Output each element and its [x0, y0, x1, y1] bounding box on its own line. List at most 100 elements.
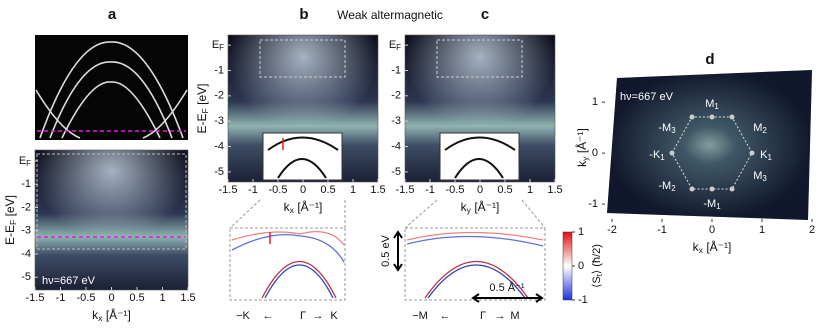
x-tick-label: 0	[709, 224, 715, 236]
k-point	[669, 150, 675, 156]
k-point-label: M3	[753, 170, 767, 183]
y-tick-label: -4	[21, 248, 31, 260]
text-part: F	[396, 43, 401, 52]
y-tick-label: -2	[391, 90, 401, 102]
fermi-surface	[607, 70, 812, 220]
x-tick-label: 1	[759, 224, 765, 236]
y-tick-label: -1	[21, 178, 31, 190]
text-part: 1	[714, 102, 719, 111]
text-part: E-E	[195, 113, 209, 133]
inset	[262, 132, 343, 181]
y-tick-label: 0	[592, 147, 598, 159]
x-tick-label: 1	[527, 184, 533, 196]
zoom-box	[436, 39, 523, 78]
path-label: →	[495, 310, 506, 322]
panel-label: b	[299, 6, 308, 23]
k-point	[689, 186, 695, 192]
colorbar-tick-label: 0	[578, 260, 584, 272]
text-part: 2	[671, 184, 675, 193]
text-part: E	[19, 155, 26, 167]
x-tick-label: 1	[350, 184, 356, 196]
text-part: 2	[762, 126, 766, 135]
text-part: E	[212, 39, 219, 51]
y-tick-label: -1	[391, 64, 401, 76]
text-part: 1	[716, 202, 721, 211]
text-part: y	[580, 156, 590, 161]
text-part: F	[8, 220, 18, 225]
x-tick-label: 0.5	[320, 184, 335, 196]
y-tick-label: -1	[588, 198, 598, 210]
path-label: Γ	[480, 310, 486, 322]
text-part: [Å⁻¹]	[471, 199, 499, 214]
text-part: F	[26, 159, 31, 168]
colorbar-label: ⟨St⟩ (ħ/2)	[591, 244, 604, 288]
y-tick-label: EF	[212, 39, 224, 52]
text-part: 3	[671, 126, 676, 135]
x-tick-label: 1.5	[180, 292, 195, 304]
image	[35, 35, 188, 140]
k-point-label: -M1	[703, 198, 721, 211]
path-label: Γ	[300, 310, 306, 322]
y-tick-label: -3	[21, 225, 31, 237]
text-part: M	[753, 122, 762, 134]
annotation: hν=667 eV	[42, 275, 96, 287]
text-part: x	[699, 245, 704, 255]
text-part: [eV]	[195, 84, 209, 109]
bands	[35, 41, 188, 139]
y-tick-label: EF	[19, 155, 31, 168]
text-part: 1	[767, 153, 772, 162]
y-tick-label: -4	[214, 140, 224, 152]
path-label: ←	[440, 310, 451, 322]
x-tick-label: 0	[300, 184, 306, 196]
k-point	[689, 114, 695, 120]
y-axis-label: E-EF [eV]	[195, 84, 210, 134]
y-tick-label: -5	[214, 166, 224, 178]
y-axis-label: E-EF [eV]	[3, 195, 18, 245]
text-part: k	[284, 200, 291, 214]
k-point-label: M1	[705, 98, 719, 111]
annotation: hν=667 eV	[620, 91, 674, 103]
y-tick-label: -3	[391, 115, 401, 127]
text-part: [Å⁻¹]	[703, 239, 731, 254]
text-part: 1	[660, 153, 665, 162]
y-tick-label: -3	[214, 115, 224, 127]
x-tick-label: -1.5	[219, 184, 238, 196]
figure-title: Weak altermagnetic	[337, 8, 443, 22]
scale-label: 0.5 eV	[380, 234, 392, 266]
image-shade	[607, 70, 812, 220]
colorbar	[562, 231, 573, 301]
panel-label: c	[481, 6, 489, 23]
text-part: 3	[762, 174, 767, 183]
x-tick-label: -0.5	[446, 184, 465, 196]
x-tick-label: 1	[159, 292, 165, 304]
text-part: k	[461, 200, 468, 214]
x-tick-label: 2	[809, 224, 815, 236]
path-label: ←	[263, 310, 274, 322]
text-part: k	[92, 308, 99, 322]
path-label: −K	[236, 310, 250, 322]
text-part: F	[219, 43, 224, 52]
text-part: [Å⁻¹]	[102, 307, 130, 322]
k-point-label: -K1	[649, 149, 665, 162]
x-tick-label: 0	[477, 184, 483, 196]
k-point	[749, 150, 755, 156]
colorbar-tick-label: 1	[578, 226, 584, 238]
y-tick-label: -5	[21, 271, 31, 283]
text-part: [eV]	[3, 195, 17, 220]
x-tick-label: -1	[248, 184, 258, 196]
path-label: −M	[412, 310, 428, 322]
text-part: -M	[658, 180, 671, 192]
k-point	[729, 186, 735, 192]
inset-bands	[267, 136, 516, 179]
x-tick-label: -1	[425, 184, 435, 196]
x-tick-label: 1.5	[370, 184, 385, 196]
arrow-heads	[393, 230, 403, 272]
text-part: -K	[649, 149, 661, 161]
text-part: [Å⁻¹]	[574, 128, 589, 156]
y-tick-label: -5	[391, 166, 401, 178]
x-tick-label: -2	[607, 224, 617, 236]
x-tick-label: -1	[657, 224, 667, 236]
panel-label: a	[108, 6, 117, 23]
y-axis-label: ky [Å⁻¹]	[574, 128, 590, 167]
text-part: F	[200, 108, 210, 113]
